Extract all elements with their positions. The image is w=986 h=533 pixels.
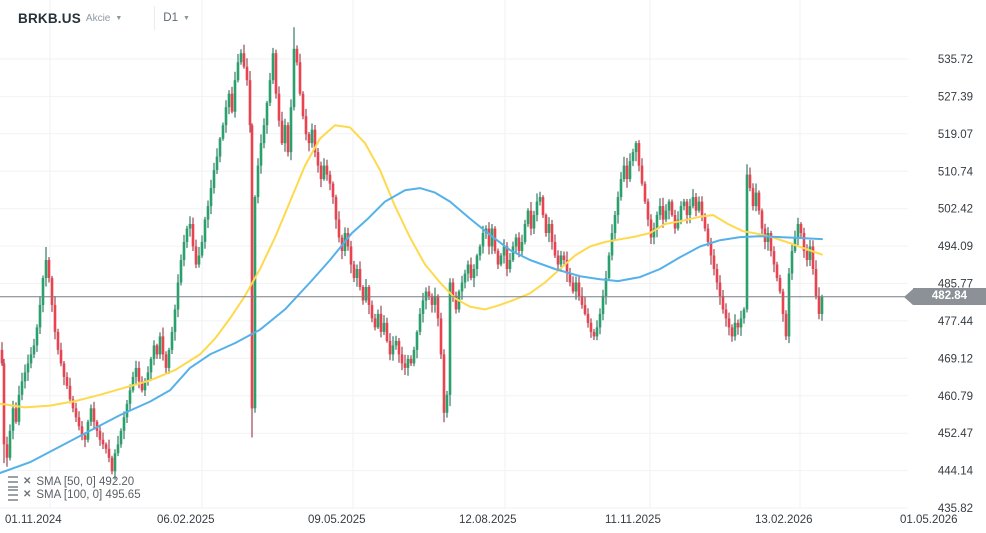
indicator-settings-icon[interactable]	[8, 475, 18, 488]
indicator-row-sma50: ✕ SMA [50, 0] 492.20	[8, 475, 141, 488]
svg-text:527.39: 527.39	[938, 91, 973, 103]
svg-text:11.11.2025: 11.11.2025	[605, 514, 661, 526]
svg-text:510.74: 510.74	[938, 166, 974, 178]
svg-text:01.05.2026: 01.05.2026	[900, 514, 958, 526]
symbol-dropdown-caret-icon[interactable]: ▼	[115, 14, 123, 22]
chart-header: BRKB.US Akcie ▼ D1 ▼	[18, 6, 190, 30]
indicator-remove-icon[interactable]: ✕	[23, 475, 32, 487]
svg-text:06.02.2025: 06.02.2025	[157, 514, 215, 526]
svg-text:09.05.2025: 09.05.2025	[308, 514, 366, 526]
indicator-settings-icon[interactable]	[8, 488, 18, 501]
svg-text:469.12: 469.12	[938, 353, 973, 365]
svg-text:485.77: 485.77	[938, 279, 973, 291]
instrument-type-label: Akcie	[85, 12, 111, 24]
indicator-legend: ✕ SMA [50, 0] 492.20 ✕ SMA [100, 0] 495.…	[8, 475, 141, 501]
indicator-label: SMA [100, 0] 495.65	[36, 488, 141, 501]
svg-text:460.79: 460.79	[938, 391, 973, 403]
header-divider	[154, 6, 156, 30]
svg-text:502.42: 502.42	[938, 204, 973, 216]
timeframe-label[interactable]: D1	[163, 12, 178, 24]
symbol-label[interactable]: BRKB.US	[18, 10, 81, 26]
indicator-row-sma100: ✕ SMA [100, 0] 495.65	[8, 488, 141, 501]
svg-text:01.11.2024: 01.11.2024	[5, 514, 62, 526]
svg-text:444.14: 444.14	[938, 466, 974, 478]
svg-text:12.08.2025: 12.08.2025	[459, 514, 517, 526]
svg-text:435.82: 435.82	[938, 503, 973, 515]
svg-text:494.09: 494.09	[938, 241, 973, 253]
indicator-label: SMA [50, 0] 492.20	[36, 475, 135, 488]
svg-text:13.02.2026: 13.02.2026	[755, 514, 813, 526]
svg-text:519.07: 519.07	[938, 129, 973, 141]
svg-text:535.72: 535.72	[938, 54, 973, 66]
svg-text:477.44: 477.44	[938, 316, 974, 328]
price-badge-value: 482.84	[913, 288, 986, 306]
timeframe-dropdown-caret-icon[interactable]: ▼	[183, 14, 190, 22]
svg-text:452.47: 452.47	[938, 428, 973, 440]
price-badge-arrow-icon	[904, 288, 913, 305]
indicator-remove-icon[interactable]: ✕	[23, 488, 32, 500]
current-price-badge: 482.84	[904, 288, 986, 306]
